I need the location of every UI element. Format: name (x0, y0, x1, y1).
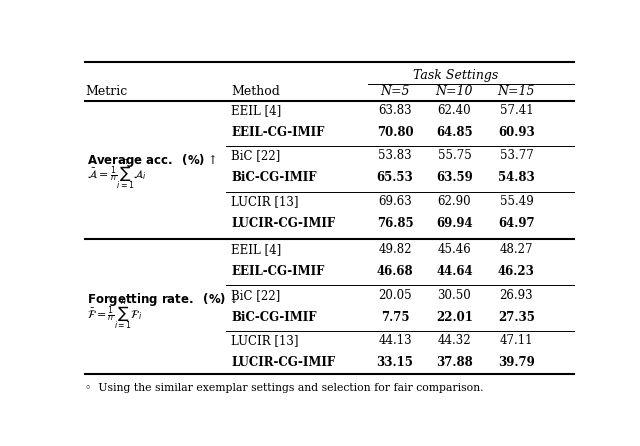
Text: EEIL-CG-IMIF: EEIL-CG-IMIF (231, 126, 324, 139)
Text: BiC-CG-IMIF: BiC-CG-IMIF (231, 311, 317, 324)
Text: 44.13: 44.13 (378, 334, 412, 347)
Text: BiC [22]: BiC [22] (231, 289, 280, 302)
Text: 55.49: 55.49 (500, 195, 533, 208)
Text: 45.46: 45.46 (438, 243, 471, 256)
Text: $\bar{\mathcal{A}} = \frac{1}{n}\sum_{i=1}^{n}\mathcal{A}_i$: $\bar{\mathcal{A}} = \frac{1}{n}\sum_{i=… (88, 157, 147, 192)
Text: 22.01: 22.01 (436, 311, 473, 324)
Text: $\bar{\mathcal{F}} = \frac{1}{n}\sum_{i=1}^{n}\mathcal{F}_i$: $\bar{\mathcal{F}} = \frac{1}{n}\sum_{i=… (88, 297, 143, 331)
Text: Metric: Metric (85, 86, 127, 99)
Text: LUCIR [13]: LUCIR [13] (231, 195, 299, 208)
Text: EEIL [4]: EEIL [4] (231, 103, 282, 117)
Text: LUCIR-CG-IMIF: LUCIR-CG-IMIF (231, 217, 335, 230)
Text: LUCIR [13]: LUCIR [13] (231, 334, 299, 347)
Text: $\it{\mathbf{Forgetting\ rate.}}$  $\mathbf{(\%)}$ ↓: $\it{\mathbf{Forgetting\ rate.}}$ $\math… (88, 291, 239, 308)
Text: 64.97: 64.97 (498, 217, 535, 230)
Text: BiC [22]: BiC [22] (231, 149, 280, 162)
Text: 46.68: 46.68 (377, 265, 413, 278)
Text: 33.15: 33.15 (376, 356, 413, 369)
Text: 47.11: 47.11 (500, 334, 533, 347)
Text: N=15: N=15 (498, 86, 535, 99)
Text: 62.40: 62.40 (438, 103, 471, 117)
Text: LUCIR-CG-IMIF: LUCIR-CG-IMIF (231, 356, 335, 369)
Text: ◦  Using the similar exemplar settings and selection for fair comparison.: ◦ Using the similar exemplar settings an… (85, 383, 483, 392)
Text: 63.59: 63.59 (436, 171, 473, 184)
Text: 55.75: 55.75 (438, 149, 471, 162)
Text: 65.53: 65.53 (376, 171, 413, 184)
Text: Method: Method (231, 86, 280, 99)
Text: BiC-CG-IMIF: BiC-CG-IMIF (231, 171, 317, 184)
Text: 70.80: 70.80 (377, 126, 413, 139)
Text: 26.93: 26.93 (500, 289, 533, 302)
Text: 60.93: 60.93 (498, 126, 535, 139)
Text: Task Settings: Task Settings (413, 69, 499, 83)
Text: $\it{\mathbf{Average\ acc.}}$  $\mathbf{(\%)}$ ↑: $\it{\mathbf{Average\ acc.}}$ $\mathbf{(… (88, 152, 218, 169)
Text: 69.94: 69.94 (436, 217, 473, 230)
Text: 44.32: 44.32 (438, 334, 471, 347)
Text: 49.82: 49.82 (378, 243, 412, 256)
Text: 53.77: 53.77 (500, 149, 533, 162)
Text: 54.83: 54.83 (498, 171, 535, 184)
Text: 27.35: 27.35 (498, 311, 535, 324)
Text: 48.27: 48.27 (500, 243, 533, 256)
Text: 37.88: 37.88 (436, 356, 473, 369)
Text: 20.05: 20.05 (378, 289, 412, 302)
Text: 76.85: 76.85 (377, 217, 413, 230)
Text: EEIL-CG-IMIF: EEIL-CG-IMIF (231, 265, 324, 278)
Text: 63.83: 63.83 (378, 103, 412, 117)
Text: 30.50: 30.50 (438, 289, 471, 302)
Text: 46.23: 46.23 (498, 265, 535, 278)
Text: EEIL [4]: EEIL [4] (231, 243, 282, 256)
Text: 64.85: 64.85 (436, 126, 473, 139)
Text: 39.79: 39.79 (498, 356, 535, 369)
Text: 62.90: 62.90 (438, 195, 471, 208)
Text: N=5: N=5 (380, 86, 410, 99)
Text: N=10: N=10 (436, 86, 473, 99)
Text: 53.83: 53.83 (378, 149, 412, 162)
Text: 44.64: 44.64 (436, 265, 473, 278)
Text: 69.63: 69.63 (378, 195, 412, 208)
Text: 57.41: 57.41 (500, 103, 533, 117)
Text: 7.75: 7.75 (381, 311, 409, 324)
